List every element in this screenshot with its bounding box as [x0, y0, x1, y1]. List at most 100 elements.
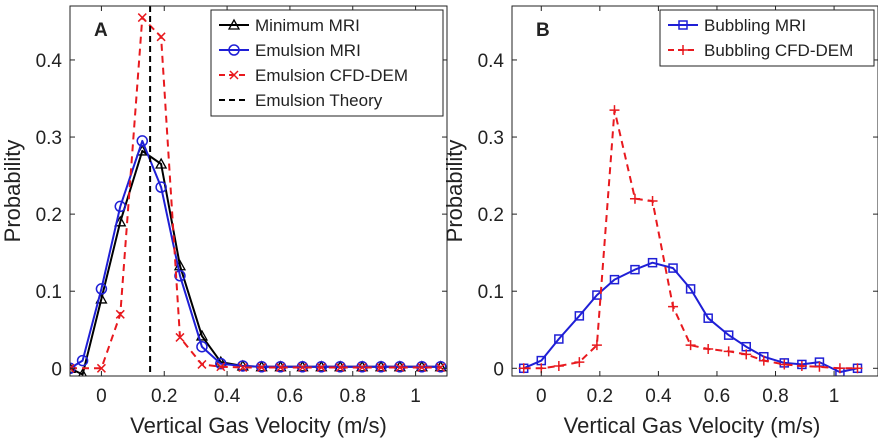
legend-label-bubbling-mri: Bubbling MRI — [704, 16, 806, 35]
data-point-emulsion-mri — [315, 361, 328, 373]
data-point-emulsion-mri — [237, 360, 249, 372]
data-point-emulsion-cfd-dem — [257, 362, 267, 373]
y-tick-label: 0 — [493, 359, 504, 380]
data-point-emulsion-cfd-dem — [417, 362, 427, 373]
y-tick-label: 0.3 — [36, 128, 62, 149]
data-point-bubbling-mri — [592, 290, 602, 300]
data-point-emulsion-cfd-dem — [436, 362, 446, 373]
y-tick-label: 0 — [51, 359, 62, 380]
y-axis-label: Probability — [0, 140, 25, 243]
x-tick-label: 1 — [410, 386, 421, 407]
data-point-bubbling-cfd-dem — [834, 363, 845, 374]
data-point-bubbling-mri — [668, 263, 678, 273]
x-tick-label: 0 — [536, 386, 547, 407]
data-point-bubbling-mri — [647, 257, 658, 268]
data-point-emulsion-mri — [95, 283, 108, 295]
y-tick-label: 0.2 — [36, 205, 62, 226]
data-point-emulsion-mri — [174, 270, 186, 282]
x-tick-label: 0.4 — [214, 386, 241, 407]
legend: Minimum MRI Emulsion MRI Emulsion CFD-DEM E… — [210, 9, 444, 117]
legend-marker-emulsion-mri — [228, 44, 240, 56]
data-point-emulsion-cfd-dem — [156, 32, 166, 42]
legend-marker-minimum-mri — [227, 18, 241, 30]
data-point-emulsion-cfd-dem — [96, 363, 106, 373]
data-point-emulsion-mri — [215, 357, 227, 370]
series-line-bubbling-cfd-dem — [523, 109, 858, 370]
data-point-bubbling-cfd-dem — [591, 340, 602, 351]
data-point-emulsion-cfd-dem — [238, 362, 248, 373]
data-point-emulsion-cfd-dem — [216, 362, 226, 372]
data-point-emulsion-cfd-dem — [197, 359, 207, 369]
data-point-emulsion-cfd-dem — [376, 362, 386, 373]
x-tick-label: 1 — [829, 386, 840, 407]
data-point-bubbling-cfd-dem — [723, 346, 734, 357]
data-point-bubbling-cfd-dem — [796, 360, 807, 371]
data-point-emulsion-cfd-dem — [115, 309, 125, 319]
y-tick-label: 0.1 — [478, 282, 504, 303]
panel-label: B — [536, 20, 550, 41]
data-point-bubbling-mri — [685, 284, 696, 294]
legend-box — [210, 9, 444, 117]
data-point-bubbling-cfd-dem — [629, 193, 640, 204]
y-tick-label: 0.3 — [478, 128, 504, 149]
legend: Bubbling MRI Bubbling CFD-DEM — [659, 9, 875, 67]
data-point-emulsion-cfd-dem — [70, 363, 75, 373]
legend-label-emulsion-theory: Emulsion Theory — [255, 91, 383, 110]
data-point-emulsion-cfd-dem — [335, 362, 345, 373]
data-point-emulsion-mri — [255, 361, 268, 373]
data-point-emulsion-mri — [434, 361, 447, 373]
data-point-minimum-mri — [78, 368, 87, 376]
data-point-bubbling-cfd-dem — [741, 349, 752, 360]
axes-box — [511, 5, 878, 377]
x-axis-label: Vertical Gas Velocity (m/s) — [564, 413, 821, 438]
data-point-bubbling-cfd-dem — [852, 363, 863, 374]
data-point-bubbling-mri — [574, 311, 585, 321]
data-point-bubbling-mri — [630, 264, 640, 275]
data-point-minimum-mri — [155, 157, 168, 169]
data-point-emulsion-cfd-dem — [297, 362, 308, 373]
data-point-emulsion-cfd-dem — [175, 332, 185, 342]
data-point-bubbling-cfd-dem — [685, 340, 696, 351]
legend-marker-bubbling-mri — [678, 20, 688, 30]
data-point-emulsion-mri — [114, 200, 127, 213]
x-tick-label: 0.8 — [762, 386, 788, 407]
panel-b: 0 0.2 0.4 0.6 0.8 1 0 0.1 0.2 0.3 0.4 Vertical Gas … — [442, 5, 878, 438]
legend-label-bubbling-cfd-dem: Bubbling CFD-DEM — [704, 41, 853, 60]
legend-label-minimum-mri: Minimum MRI — [255, 16, 360, 35]
data-point-emulsion-cfd-dem — [275, 362, 286, 373]
data-point-bubbling-cfd-dem — [518, 363, 529, 374]
plot-area — [70, 6, 447, 376]
data-point-bubbling-mri — [554, 334, 564, 344]
legend-label-emulsion-cfd-dem: Emulsion CFD-DEM — [255, 66, 408, 85]
data-point-emulsion-cfd-dem — [316, 362, 326, 373]
y-axis-label: Probability — [442, 140, 467, 243]
x-axis-label: Vertical Gas Velocity (m/s) — [130, 413, 387, 438]
legend-box — [659, 9, 875, 67]
data-point-bubbling-cfd-dem — [574, 357, 585, 368]
panel-a: 0 0.2 0.4 0.6 0.8 1 0 0.1 0.2 0.3 0.4 Vertical Gas … — [0, 5, 448, 438]
data-point-bubbling-cfd-dem — [553, 360, 564, 371]
x-tick-label: 0.2 — [151, 386, 177, 407]
legend-marker-bubbling-cfd-dem — [678, 45, 688, 55]
data-point-emulsion-mri — [136, 135, 149, 147]
x-tick-label: 0 — [96, 386, 107, 407]
data-point-bubbling-cfd-dem — [758, 355, 769, 366]
x-tick-label: 0.8 — [340, 386, 366, 407]
y-tick-label: 0.2 — [478, 205, 504, 226]
y-tick-label: 0.1 — [36, 282, 62, 303]
data-point-bubbling-mri — [703, 313, 713, 323]
data-point-emulsion-cfd-dem — [137, 13, 147, 23]
series-line-bubbling-mri — [523, 261, 858, 374]
panel-label: A — [94, 20, 108, 41]
series-line-minimum-mri — [70, 149, 441, 376]
x-tick-label: 0.2 — [587, 386, 613, 407]
legend-label-emulsion-mri: Emulsion MRI — [255, 41, 361, 60]
y-tick-label: 0.4 — [36, 51, 63, 72]
data-point-emulsion-mri — [196, 340, 208, 353]
data-point-bubbling-mri — [723, 330, 734, 340]
data-point-emulsion-mri — [76, 354, 89, 367]
data-point-emulsion-mri — [155, 181, 167, 193]
y-tick-label: 0.4 — [478, 51, 505, 72]
